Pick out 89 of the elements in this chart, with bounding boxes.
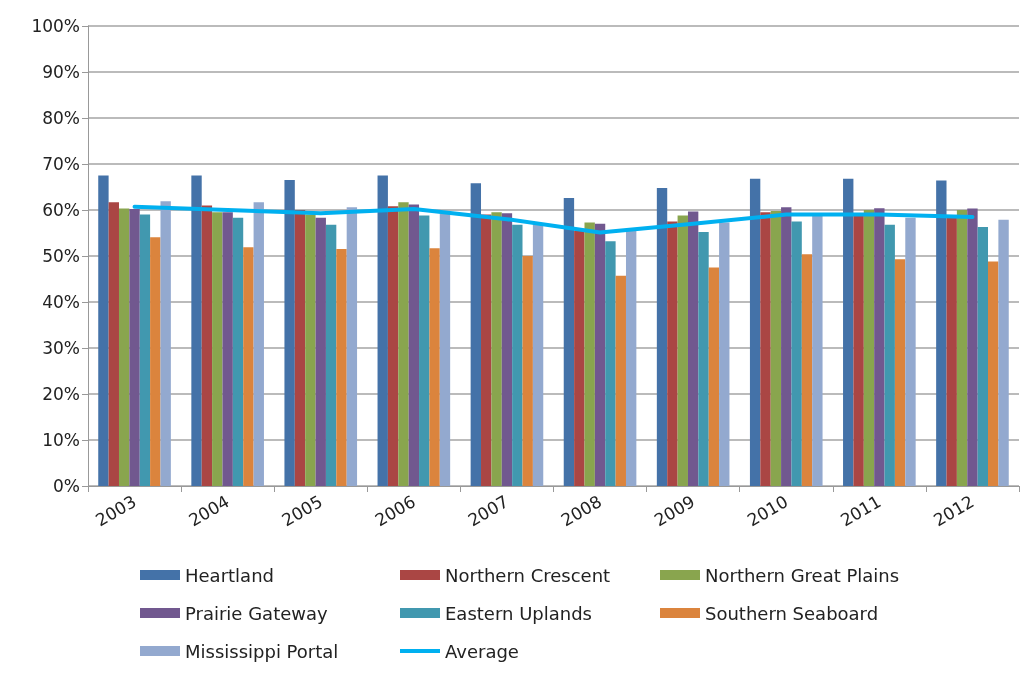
bar bbox=[708, 267, 720, 486]
bar bbox=[977, 227, 989, 486]
bar bbox=[512, 224, 523, 486]
bar bbox=[491, 212, 502, 486]
bar bbox=[749, 178, 761, 486]
bar bbox=[419, 215, 430, 486]
bar bbox=[522, 256, 533, 486]
y-tick-label: 90% bbox=[42, 62, 80, 82]
bar bbox=[243, 247, 254, 486]
bar bbox=[305, 214, 316, 486]
y-tick-label: 100% bbox=[31, 16, 80, 36]
legend-label: Southern Seaboard bbox=[705, 602, 879, 624]
bar bbox=[719, 222, 730, 486]
bar bbox=[408, 204, 420, 486]
bar bbox=[677, 215, 688, 486]
bar bbox=[884, 224, 895, 486]
y-tick-label: 70% bbox=[42, 154, 80, 174]
bar bbox=[584, 222, 595, 486]
line-series bbox=[132, 204, 975, 235]
bar bbox=[470, 183, 482, 486]
bar bbox=[594, 223, 606, 486]
bar bbox=[905, 217, 916, 486]
bar bbox=[791, 221, 802, 486]
bar bbox=[770, 210, 782, 486]
bar bbox=[160, 201, 171, 486]
y-tick-label: 40% bbox=[42, 292, 80, 312]
bar bbox=[315, 217, 326, 486]
bar bbox=[284, 180, 295, 486]
bar bbox=[625, 229, 637, 486]
bar bbox=[222, 212, 233, 486]
bar bbox=[253, 202, 264, 486]
bar bbox=[998, 219, 1009, 486]
bar bbox=[894, 259, 906, 486]
legend-label: Heartland bbox=[185, 564, 274, 586]
bar bbox=[956, 210, 968, 486]
y-tick-label: 10% bbox=[42, 430, 80, 450]
bar bbox=[936, 180, 947, 486]
bar bbox=[108, 202, 119, 486]
bar bbox=[398, 202, 409, 486]
bar bbox=[377, 175, 388, 486]
bar bbox=[150, 237, 161, 486]
bar bbox=[98, 175, 109, 486]
bar bbox=[532, 223, 544, 486]
bar bbox=[118, 208, 130, 486]
bar bbox=[874, 208, 885, 486]
bar bbox=[801, 254, 813, 486]
bar bbox=[201, 205, 213, 486]
y-tick-label: 60% bbox=[42, 200, 80, 220]
bar bbox=[129, 209, 140, 486]
bar bbox=[615, 275, 626, 486]
bar bbox=[853, 214, 864, 486]
bar bbox=[687, 211, 699, 486]
bar bbox=[346, 207, 358, 486]
bar bbox=[863, 210, 875, 486]
bar bbox=[325, 224, 337, 486]
legend-label: Northern Crescent bbox=[445, 564, 611, 586]
y-tick-label: 20% bbox=[42, 384, 80, 404]
bar bbox=[667, 221, 678, 486]
bar bbox=[501, 213, 513, 486]
bar bbox=[946, 216, 957, 486]
bar bbox=[698, 232, 709, 486]
bar bbox=[232, 217, 244, 486]
bar bbox=[336, 249, 347, 486]
bar bbox=[967, 208, 978, 486]
bar bbox=[191, 175, 202, 486]
bar bbox=[605, 241, 616, 486]
bar bbox=[294, 210, 306, 486]
bar bbox=[429, 248, 440, 486]
bar bbox=[781, 207, 792, 486]
bar bbox=[574, 230, 585, 486]
bar bbox=[563, 198, 575, 486]
bar bbox=[843, 178, 854, 486]
bar bbox=[760, 212, 771, 486]
bar bbox=[139, 214, 151, 486]
y-tick-label: 80% bbox=[42, 108, 80, 128]
bar bbox=[988, 261, 999, 486]
bar bbox=[387, 206, 399, 486]
legend-label: Average bbox=[445, 640, 519, 662]
legend-label: Northern Great Plains bbox=[705, 564, 900, 586]
legend-label: Prairie Gateway bbox=[185, 602, 329, 624]
y-tick-label: 50% bbox=[42, 246, 80, 266]
bar bbox=[812, 215, 823, 486]
bar bbox=[212, 212, 223, 486]
bar bbox=[439, 213, 451, 486]
y-tick-label: 0% bbox=[53, 476, 80, 496]
y-tick-label: 30% bbox=[42, 338, 80, 358]
legend-label: Mississippi Portal bbox=[185, 640, 339, 662]
bar bbox=[656, 187, 668, 486]
legend-label: Eastern Uplands bbox=[445, 602, 592, 624]
